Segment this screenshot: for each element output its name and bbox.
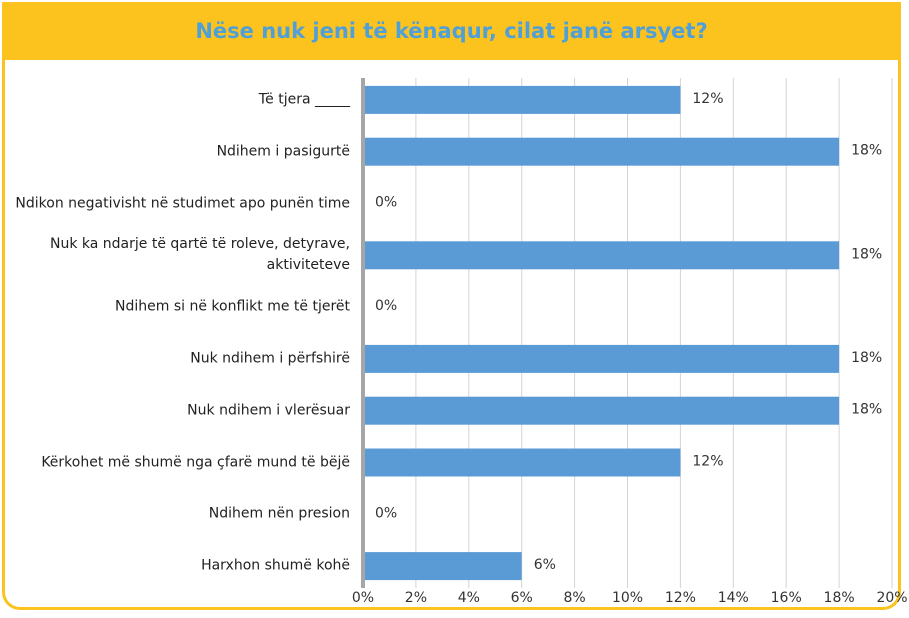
y-tick-label: Të tjera _____ — [258, 91, 350, 108]
value-label: 18% — [851, 402, 882, 418]
x-tick-label: 14% — [718, 590, 749, 606]
card-border — [2, 2, 901, 610]
value-label: 12% — [692, 454, 723, 470]
y-tick-label: Nuk ka ndarje të qartë të roleve, detyra… — [50, 236, 350, 274]
y-tick-label: Ndihem nën presion — [208, 505, 350, 522]
x-tick-label: 12% — [665, 590, 696, 606]
x-tick-label: 8% — [563, 590, 585, 606]
y-tick-label: Kërkohet më shumë nga çfarë mund të bëjë — [41, 454, 350, 470]
y-tick-label: Harxhon shumë kohë — [201, 557, 350, 574]
bar — [365, 137, 840, 166]
x-tick-label: 16% — [771, 590, 802, 606]
value-label: 18% — [851, 143, 882, 159]
value-label: 18% — [851, 246, 882, 262]
bar — [365, 241, 840, 270]
y-tick-label: Ndikon negativisht në studimet apo punën… — [15, 195, 350, 211]
bar — [365, 85, 681, 114]
y-tick-label: Ndihem i pasigurtë — [216, 143, 350, 160]
bar — [365, 344, 840, 373]
x-tick-label: 2% — [405, 590, 427, 606]
y-tick-label: Nuk ndihem i përfshirë — [190, 350, 350, 367]
bar — [365, 448, 681, 477]
x-tick-label: 0% — [352, 590, 374, 606]
value-label: 6% — [534, 557, 556, 573]
title-band: Nëse nuk jeni të kënaqur, cilat janë ars… — [2, 2, 901, 60]
bar — [365, 552, 522, 581]
y-tick-label: Ndihem si në konflikt me të tjerët — [115, 298, 350, 315]
x-tick-label: 6% — [511, 590, 533, 606]
bar — [365, 396, 840, 425]
chart-title: Nëse nuk jeni të kënaqur, cilat janë ars… — [195, 19, 708, 43]
value-label: 12% — [692, 91, 723, 107]
x-tick-label: 18% — [824, 590, 855, 606]
value-label: 18% — [851, 350, 882, 366]
y-tick-label: Nuk ndihem i vlerësuar — [187, 402, 350, 419]
value-label: 0% — [375, 505, 397, 521]
value-label: 0% — [375, 195, 397, 211]
x-tick-label: 20% — [876, 590, 907, 606]
x-tick-label: 10% — [612, 590, 643, 606]
x-tick-label: 4% — [458, 590, 480, 606]
value-label: 0% — [375, 298, 397, 314]
